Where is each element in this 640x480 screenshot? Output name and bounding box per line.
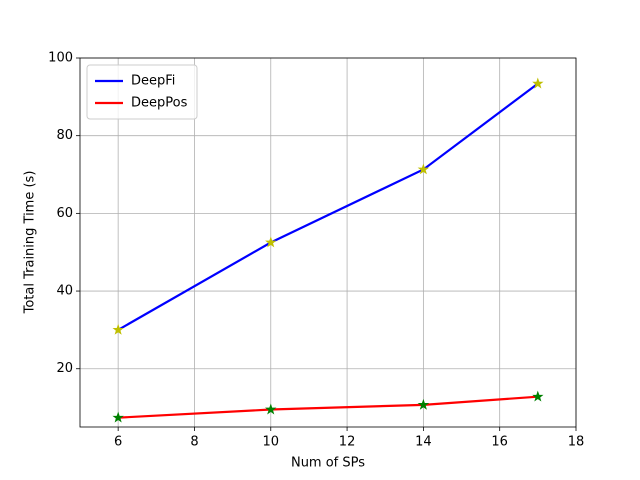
y-axis-label: Total Training Time (s) xyxy=(23,171,38,315)
x-tick-label: 18 xyxy=(568,435,585,450)
x-tick-label: 16 xyxy=(491,435,508,450)
legend-label: DeepPos xyxy=(131,96,188,111)
x-tick-label: 8 xyxy=(190,435,198,450)
y-tick-label: 60 xyxy=(56,206,73,221)
data-marker xyxy=(265,403,277,415)
data-marker xyxy=(417,398,430,410)
x-axis-label: Num of SPs xyxy=(291,456,365,471)
x-tick-label: 14 xyxy=(415,435,432,450)
x-tick-label: 12 xyxy=(339,435,356,450)
x-tick-label: 6 xyxy=(114,435,122,450)
legend-label: DeepFi xyxy=(131,74,175,89)
legend-box xyxy=(86,64,198,120)
x-tick-label: 10 xyxy=(262,435,279,450)
y-tick-label: 20 xyxy=(56,361,73,376)
data-marker xyxy=(112,323,124,335)
plot-frame xyxy=(79,57,577,428)
y-tick-label: 80 xyxy=(56,128,73,143)
data-marker xyxy=(112,411,124,423)
data-marker xyxy=(417,163,430,175)
data-marker xyxy=(532,77,544,89)
data-marker xyxy=(532,390,544,402)
y-tick-label: 40 xyxy=(56,284,73,299)
data-line xyxy=(118,395,538,419)
data-line xyxy=(117,82,539,331)
y-tick-label: 100 xyxy=(48,51,73,66)
data-marker xyxy=(265,236,277,248)
